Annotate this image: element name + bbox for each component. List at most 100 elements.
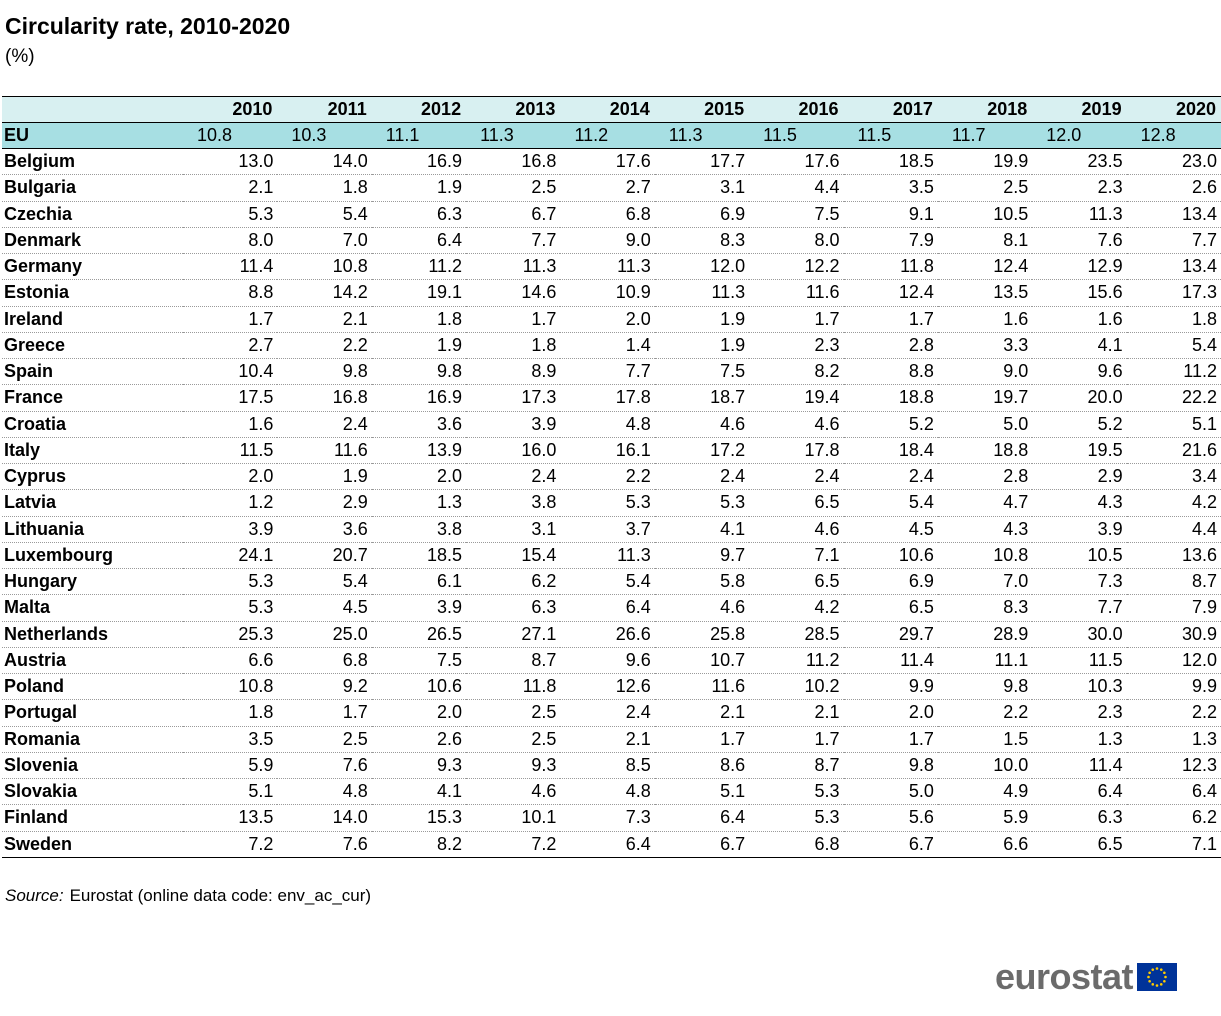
- table-cell: 5.3: [183, 201, 278, 228]
- table-cell: 5.3: [560, 489, 655, 517]
- table-cell: 13.5: [937, 279, 1033, 307]
- table-cell: 1.9: [371, 174, 467, 202]
- table-cell: 11.8: [466, 673, 561, 701]
- table-cell: 28.5: [749, 621, 844, 648]
- flag-star: [1148, 979, 1151, 983]
- table-cell: 2.5: [937, 174, 1033, 202]
- table-cell: 10.7: [654, 647, 750, 675]
- table-cell: 12.4: [843, 279, 938, 307]
- table-cell: 1.6: [937, 306, 1033, 333]
- table-cell: 8.7: [466, 647, 561, 675]
- table-cell: 11.3: [1032, 201, 1127, 228]
- table-cell: 2.2: [1126, 699, 1221, 727]
- table-row: Greece 2.7 2.2 1.9 1.8 1.4 1.9 2.3 2.8 3.3 4.1 5.4: [2, 332, 1221, 360]
- year-header: 2014: [560, 96, 655, 123]
- table-cell: 11.7: [937, 122, 1033, 149]
- table-cell: 7.5: [371, 647, 467, 675]
- table-cell: 1.7: [654, 726, 750, 753]
- table-cell: 9.6: [560, 647, 655, 675]
- table-cell: 10.8: [937, 542, 1033, 570]
- table-cell: 16.8: [277, 384, 372, 412]
- table-cell: 6.5: [749, 489, 844, 517]
- table-row: Ireland 1.7 2.1 1.8 1.7 2.0 1.9 1.7 1.7 1.6 1.6 1.8: [2, 306, 1221, 333]
- table-cell: 11.3: [560, 253, 655, 281]
- year-header: 2011: [277, 96, 372, 123]
- row-label: Latvia: [2, 489, 183, 517]
- table-cell: 29.7: [843, 621, 938, 648]
- row-label: Austria: [2, 647, 183, 675]
- table-cell: 7.7: [1032, 594, 1127, 622]
- table-cell: 5.1: [1126, 411, 1221, 438]
- source-note: Source: Eurostat (online data code: env_a…: [5, 886, 371, 906]
- table-cell: 2.0: [843, 699, 938, 727]
- table-cell: 3.5: [843, 174, 938, 202]
- table-cell: 11.3: [466, 122, 561, 149]
- table-cell: 7.5: [654, 358, 750, 386]
- table-cell: 23.0: [1126, 148, 1221, 176]
- table-cell: 16.9: [371, 148, 467, 176]
- table-cell: 2.1: [183, 174, 278, 202]
- table-cell: 7.7: [560, 358, 655, 386]
- table-cell: 10.6: [843, 542, 938, 570]
- table-cell: 18.5: [843, 148, 938, 176]
- table-cell: 8.6: [654, 752, 750, 780]
- flag-star: [1163, 979, 1166, 983]
- table-cell: 1.3: [371, 489, 467, 517]
- table-cell: 11.6: [749, 279, 844, 307]
- table-cell: 6.4: [371, 227, 467, 255]
- table-cell: 4.1: [1032, 332, 1127, 360]
- table-cell: 17.3: [466, 384, 561, 412]
- table-cell: 1.5: [937, 726, 1033, 753]
- table-cell: 3.1: [654, 174, 750, 202]
- table-cell: 2.5: [466, 174, 561, 202]
- table-cell: 3.6: [277, 516, 372, 543]
- table-cell: 10.8: [183, 673, 278, 701]
- table-cell: 12.4: [937, 253, 1033, 281]
- table-cell: 3.9: [183, 516, 278, 543]
- table-cell: 16.8: [466, 148, 561, 176]
- table-cell: 3.8: [371, 516, 467, 543]
- table-cell: 9.8: [843, 752, 938, 780]
- table-cell: 1.7: [277, 699, 372, 727]
- table-cell: 2.0: [371, 463, 467, 491]
- table-cell: 9.8: [371, 358, 467, 386]
- table-cell: 13.0: [183, 148, 278, 176]
- table-cell: 19.1: [371, 279, 467, 307]
- table-cell: 13.6: [1126, 542, 1221, 570]
- table-cell: 11.2: [1126, 358, 1221, 386]
- table-cell: 8.9: [466, 358, 561, 386]
- table-cell: 1.7: [843, 726, 938, 753]
- table-cell: 4.5: [843, 516, 938, 543]
- flag-star: [1155, 967, 1159, 970]
- table-row: Malta 5.3 4.5 3.9 6.3 6.4 4.6 4.2 6.5 8.3 7.7 7.9: [2, 594, 1221, 622]
- table-cell: 10.6: [371, 673, 467, 701]
- table-cell: 6.6: [183, 647, 278, 675]
- table-cell: 2.4: [843, 463, 938, 491]
- table-cell: 2.4: [560, 699, 655, 727]
- table-row: Austria 6.6 6.8 7.5 8.7 9.6 10.7 11.2 11.4 11.1 11…: [2, 647, 1221, 675]
- table-cell: 2.5: [466, 699, 561, 727]
- table-cell: 2.8: [937, 463, 1033, 491]
- table-cell: 6.6: [937, 831, 1033, 858]
- table-row: Italy 11.5 11.6 13.9 16.0 16.1 17.2 17.8 18.4 18.…: [2, 437, 1221, 465]
- table-cell: 25.0: [277, 621, 372, 648]
- table-row: Netherlands 25.3 25.0 26.5 27.1 26.6 25.8 28.5 2…: [2, 621, 1221, 648]
- table-cell: 11.4: [1032, 752, 1127, 780]
- source-text: Eurostat (online data code: env_ac_cur): [69, 886, 372, 905]
- table-cell: 6.2: [466, 568, 561, 596]
- table-cell: 2.1: [654, 699, 750, 727]
- table-cell: 11.3: [466, 253, 561, 281]
- table-cell: 5.9: [937, 804, 1033, 832]
- table-cell: 24.1: [183, 542, 278, 570]
- table-cell: 6.5: [1032, 831, 1127, 858]
- table-cell: 4.8: [560, 778, 655, 806]
- table-cell: 10.9: [560, 279, 655, 307]
- table-row: France 17.5 16.8 16.9 17.3 17.8 18.7 19.4 18.8 19…: [2, 384, 1221, 412]
- table-cell: 14.0: [277, 804, 372, 832]
- table-cell: 1.7: [843, 306, 938, 333]
- table-cell: 27.1: [466, 621, 561, 648]
- table-cell: 5.3: [183, 568, 278, 596]
- row-label: Slovenia: [2, 752, 183, 780]
- table-cell: 1.9: [654, 332, 750, 360]
- table-cell: 4.4: [1126, 516, 1221, 543]
